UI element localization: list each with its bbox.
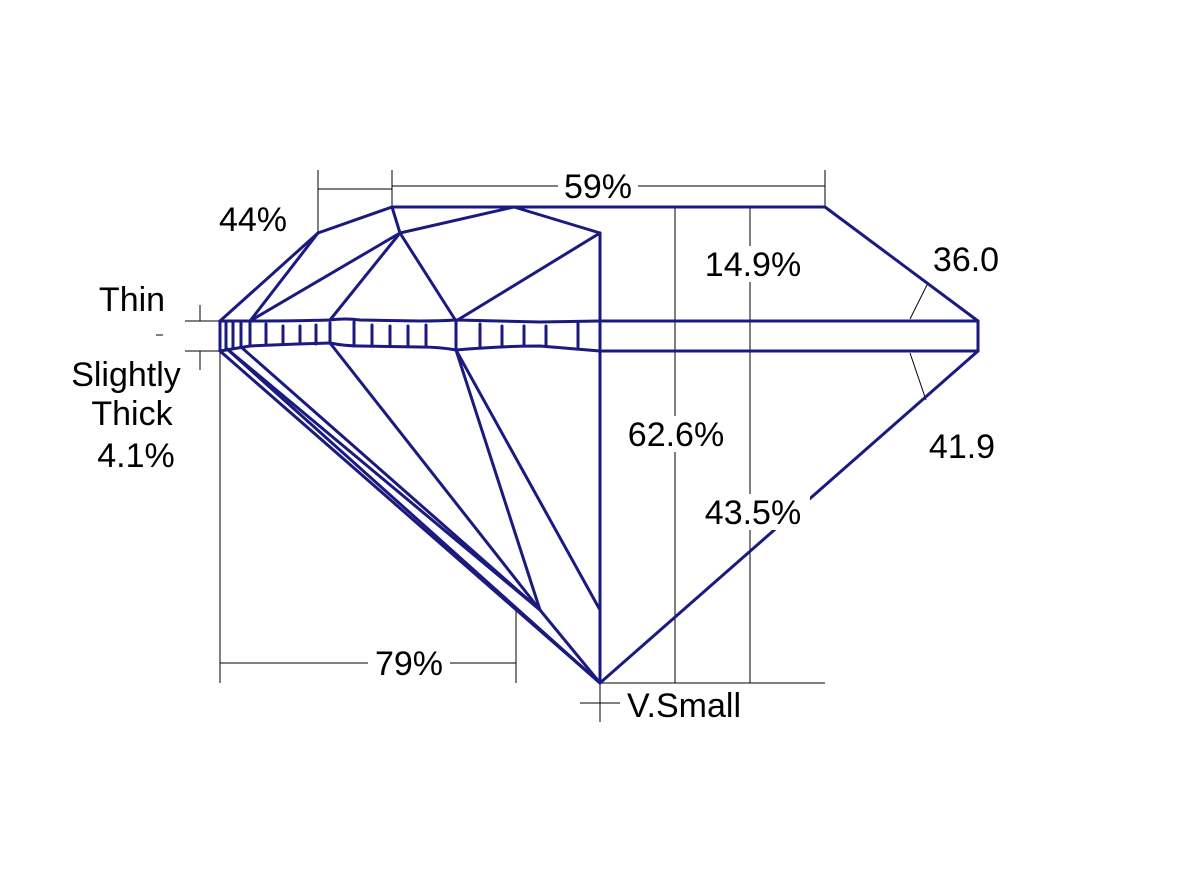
girdle-percent-label: 4.1%: [97, 437, 175, 475]
crown-facets: [248, 205, 602, 323]
pavilion-depth-bg: [696, 494, 810, 530]
diamond-outline: [218, 205, 980, 685]
total-depth-label: 62.6%: [628, 416, 724, 454]
pavilion-facets: [224, 341, 602, 685]
crown-height-bg: [698, 246, 810, 282]
girdle-slightly-label: Slightly: [71, 356, 181, 394]
crown-angle-label: 36.0: [933, 241, 999, 279]
pavilion-angle-label: 41.9: [929, 428, 995, 466]
crown-height-label: 14.9%: [705, 246, 801, 284]
pavilion-depth-label: 43.5%: [705, 494, 801, 532]
lower-half-bg: [368, 646, 450, 682]
girdle-ribs: [224, 319, 580, 352]
dimension-lines: [156, 170, 929, 722]
lower-half-label: 79%: [375, 645, 443, 683]
girdle-thick-label: Thick: [91, 395, 173, 433]
total-depth-bg: [620, 416, 732, 452]
girdle-thin-label: Thin: [99, 281, 165, 319]
labels: 59% 44% Thin Slightly Thick 4.1% 14.9% 3…: [71, 168, 999, 725]
crown-percent-label: 44%: [219, 201, 287, 239]
table-percent-label: 59%: [564, 168, 632, 206]
girdle-upper-scallop: [218, 317, 602, 324]
culet-label: V.Small: [627, 687, 741, 725]
pavilion-angle-arc: [909, 352, 927, 401]
crown-angle-arc: [909, 282, 929, 320]
table-label-bg: [558, 168, 638, 204]
girdle-lower-scallop: [218, 341, 602, 353]
